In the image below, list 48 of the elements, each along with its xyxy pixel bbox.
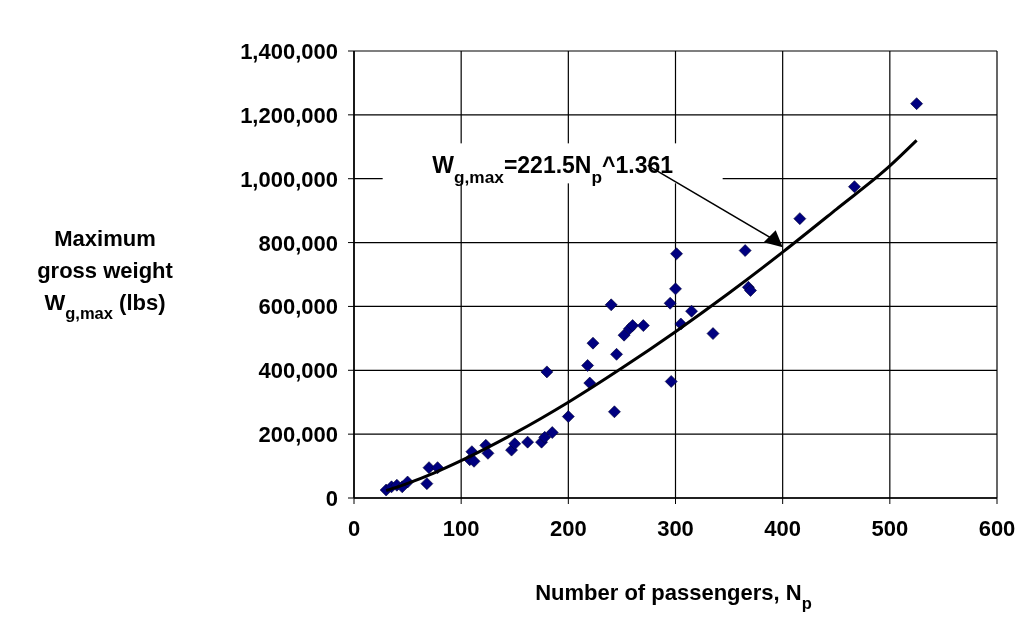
point	[545, 426, 559, 439]
point	[562, 410, 575, 423]
y-tick-label: 1,000,000	[240, 166, 338, 192]
point	[583, 376, 597, 390]
point	[793, 212, 807, 225]
point	[610, 348, 623, 361]
point	[738, 244, 752, 257]
point	[540, 365, 554, 379]
x-tick-label: 400	[764, 516, 802, 541]
point	[521, 435, 534, 449]
x-tick-label: 300	[657, 516, 694, 541]
x-tick-label: 0	[347, 516, 361, 541]
y-tick-label: 400,000	[258, 358, 338, 384]
point	[586, 336, 600, 350]
point	[581, 359, 594, 372]
annotation: W$_{g,max}$=221.5N$_{p}$^1.361	[432, 152, 674, 188]
point	[637, 319, 650, 332]
point	[848, 180, 861, 193]
point	[664, 375, 678, 388]
point	[685, 304, 698, 318]
y-tick-label: 0	[325, 486, 338, 511]
x-tick-label: 600	[978, 516, 1016, 541]
point	[669, 282, 682, 296]
point	[481, 447, 495, 460]
point	[608, 405, 621, 419]
x-tick-label: 500	[871, 516, 909, 541]
point	[670, 247, 683, 261]
point	[420, 477, 434, 490]
point	[422, 461, 436, 474]
y-tick-label: 1,400,000	[240, 39, 338, 64]
x-tick-label: 100	[442, 516, 480, 541]
x-axis-title: Number of passengers, N$_{p}$	[535, 580, 812, 612]
point	[626, 319, 639, 332]
y-axis-title: Maximum gross weight W$_{g,max}$ (lbs)	[37, 226, 174, 322]
point	[604, 298, 618, 312]
y-tick-label: 1,200,000	[240, 102, 338, 128]
point	[744, 284, 757, 297]
point	[617, 328, 631, 342]
point	[538, 431, 552, 444]
x-tick-label: 200	[549, 516, 587, 541]
point	[663, 296, 677, 310]
point	[910, 97, 923, 110]
y-tick-label: 800,000	[258, 230, 338, 256]
point	[508, 437, 522, 451]
y-tick-label: 200,000	[258, 422, 338, 448]
point	[467, 454, 481, 468]
point	[706, 327, 720, 340]
y-tick-label: 600,000	[258, 294, 338, 320]
